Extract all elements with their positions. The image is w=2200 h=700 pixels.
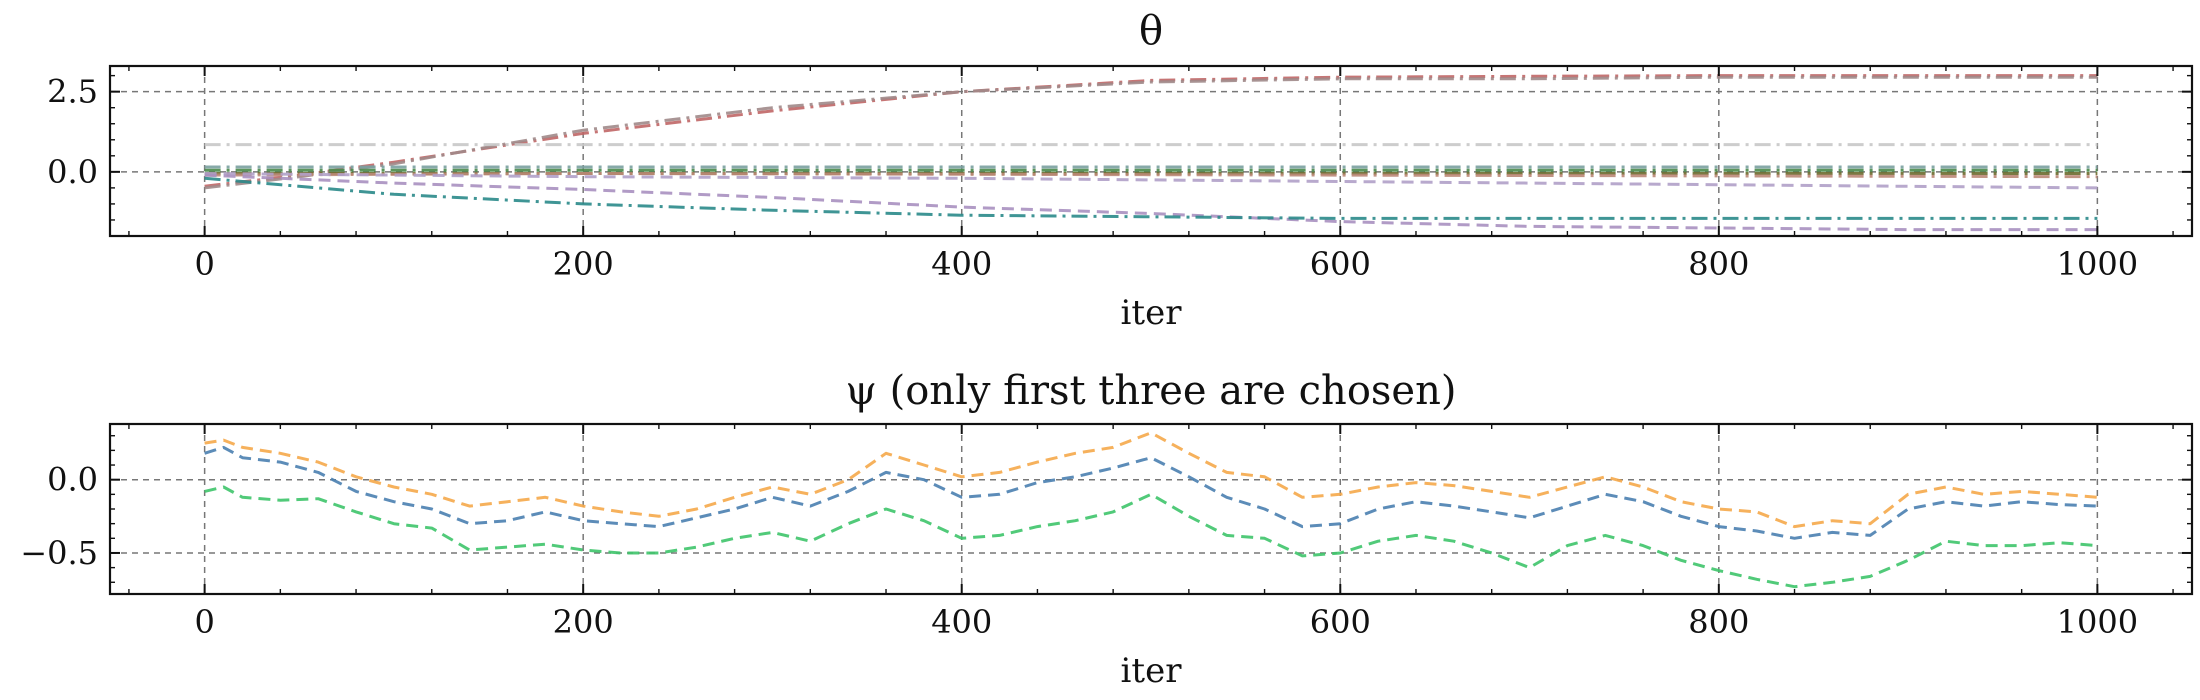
series-group xyxy=(204,431,2098,589)
x-tick-label: 400 xyxy=(931,245,992,283)
series-line-1 xyxy=(204,431,2098,529)
subplot-1: θ 0 200 400 600 800 1000 0.0 2.5 iter xyxy=(47,8,2194,333)
x-tick-label: 400 xyxy=(931,603,992,641)
x-axis-label: iter xyxy=(1121,651,1183,691)
series-line-10 xyxy=(204,176,2098,220)
y-tick-label: −0.5 xyxy=(20,534,98,572)
series-line-8 xyxy=(204,172,2098,190)
series-line-2 xyxy=(204,75,2098,190)
x-tick-label: 800 xyxy=(1688,245,1749,283)
series-line-7 xyxy=(204,172,2098,179)
x-tick-label: 1000 xyxy=(2057,245,2138,283)
x-axis-label: iter xyxy=(1121,293,1183,333)
x-tick-label: 0 xyxy=(194,603,214,641)
x-tick-label: 0 xyxy=(194,245,214,283)
y-tick-label: 0.0 xyxy=(47,461,98,499)
x-tick-label: 600 xyxy=(1310,603,1371,641)
series-line-9 xyxy=(204,173,2098,232)
plot-frame xyxy=(108,64,2194,238)
series-group xyxy=(204,74,2098,232)
x-tick-label: 200 xyxy=(553,603,614,641)
chart-title: ψ (only first three are chosen) xyxy=(846,368,1457,414)
x-tick-label: 200 xyxy=(553,245,614,283)
y-tick-label: 2.5 xyxy=(47,73,98,111)
chart-title: θ xyxy=(1139,8,1163,54)
series-line-3 xyxy=(204,485,2098,589)
series-line-2 xyxy=(204,445,2098,540)
plot-frame xyxy=(108,422,2194,596)
x-tick-label: 1000 xyxy=(2057,603,2138,641)
subplot-2: ψ (only first three are chosen) 0 200 400 60… xyxy=(20,368,2194,691)
y-tick-label: 0.0 xyxy=(47,153,98,191)
x-tick-label: 800 xyxy=(1688,603,1749,641)
series-line-1 xyxy=(204,74,2098,188)
x-tick-label: 600 xyxy=(1310,245,1371,283)
